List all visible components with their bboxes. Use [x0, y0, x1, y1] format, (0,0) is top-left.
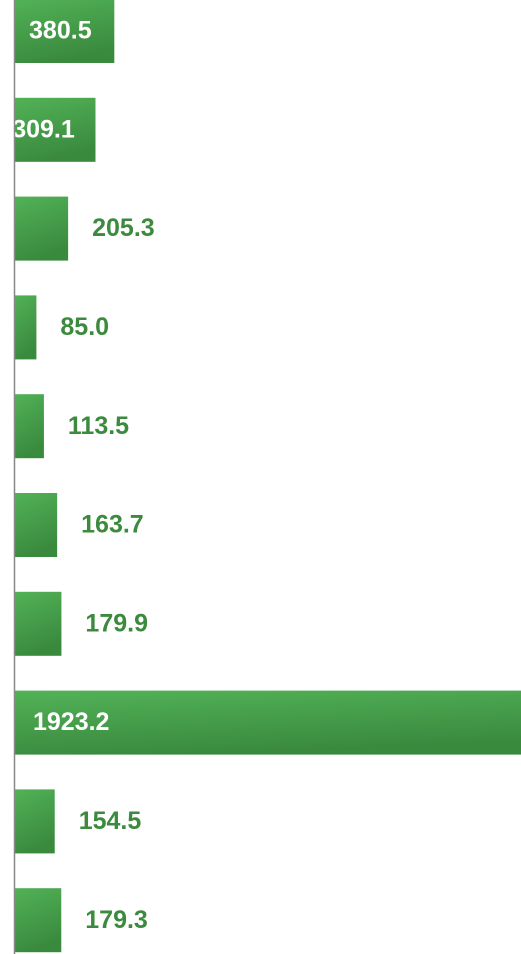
bar [14, 591, 62, 656]
value-label: 309.1 [12, 115, 75, 143]
value-label: 179.3 [85, 906, 148, 934]
value-label: 85.0 [60, 313, 109, 341]
value-label: 1923.2 [33, 708, 109, 736]
value-label: 205.3 [92, 214, 155, 242]
bar [14, 493, 58, 557]
value-label: 179.9 [85, 609, 148, 637]
value-label: 380.5 [29, 17, 92, 45]
bar [14, 97, 96, 162]
bar [14, 295, 37, 360]
value-label: 154.5 [79, 807, 142, 835]
bar [14, 888, 62, 953]
bar [14, 196, 69, 261]
bar [14, 789, 55, 854]
bar [14, 690, 521, 755]
value-label: 113.5 [68, 412, 129, 440]
bar [14, 0, 115, 63]
bar [14, 394, 44, 459]
value-label: 163.7 [81, 511, 144, 539]
